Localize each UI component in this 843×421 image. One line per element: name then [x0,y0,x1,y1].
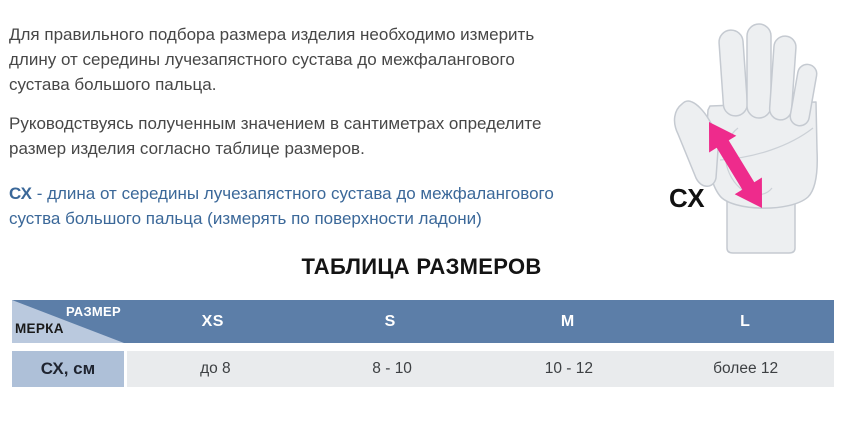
cell-value-xs: до 8 [200,360,231,377]
cell-value-m: 10 - 12 [544,360,593,377]
hand-diagram-svg [673,23,818,254]
paragraph-line: Руководствуясь полученным значением в са… [9,114,542,133]
column-header-s: S [384,312,396,330]
intro-text-block: Для правильного подбора размера изделия … [9,22,649,231]
hand-middle-finger [746,23,772,119]
hand-measurement-illustration [650,0,843,256]
paragraph-line: длину от середины лучезапястного сустава… [9,50,515,69]
hand-thumb-shape [673,100,719,187]
column-header-l: L [740,312,751,330]
hand-index-finger [718,29,749,117]
column-header-m: M [560,312,575,330]
table-row-gap [12,343,834,351]
hand-ring-finger [768,35,797,121]
cx-illustration-label: СХ [669,183,706,213]
cx-definition-paragraph: СХ - длина от середины лучезапястного су… [9,181,649,231]
size-selection-paragraph: Руководствуясь полученным значением в са… [9,111,649,161]
hand-pinky-finger [789,63,818,127]
paragraph-line: Для правильного подбора размера изделия … [9,25,535,44]
cx-definition-rest: - длина от середины лучезапястного суста… [31,184,554,203]
measure-instruction-paragraph: Для правильного подбора размера изделия … [9,22,649,97]
corner-label-measure: МЕРКА [15,321,64,336]
paragraph-line: размер изделия согласно таблице размеров… [9,139,365,158]
paragraph-line: суства большого пальца (измерять по пове… [9,209,482,228]
cell-value-l: более 12 [713,360,779,377]
size-table-title: ТАБЛИЦА РАЗМЕРОВ [301,254,542,279]
size-table-header-row: РАЗМЕР МЕРКА XS S M L [12,300,834,343]
cx-measurement-arrow [709,122,762,208]
cx-term: СХ [9,184,32,203]
column-header-xs: XS [201,312,224,330]
cell-value-s: 8 - 10 [372,360,412,377]
size-table: РАЗМЕР МЕРКА XS S M L СХ, см до 8 8 - 10… [12,300,834,387]
size-table-corner-cell: РАЗМЕР МЕРКА [12,300,124,343]
paragraph-line: СХ - длина от середины лучезапястного су… [9,181,649,206]
corner-label-size: РАЗМЕР [65,304,121,319]
row-values: до 8 8 - 10 10 - 12 более 12 [127,351,834,387]
row-label-cx: СХ, см [12,351,124,387]
paragraph-line: сустава большого пальца. [9,75,217,94]
table-row: СХ, см до 8 8 - 10 10 - 12 более 12 [12,351,834,387]
